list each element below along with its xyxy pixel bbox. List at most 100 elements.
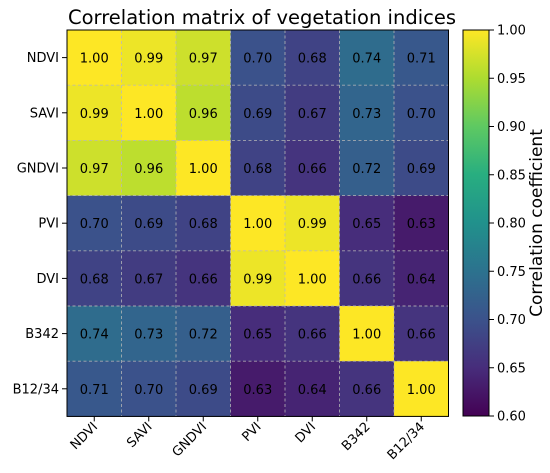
heatmap-cells: [67, 30, 449, 417]
heatmap-cell: [394, 30, 449, 86]
heatmap-cell: [176, 85, 231, 141]
heatmap-cell: [339, 250, 395, 307]
heatmap-cell: [285, 85, 340, 141]
x-tick-label: PVI: [239, 420, 264, 445]
x-tick-label: B12/34: [385, 420, 428, 463]
colorbar-tick-label: 0.75: [497, 265, 526, 280]
heatmap-cell: [67, 140, 122, 197]
y-tick-label: GNDVI: [17, 162, 59, 177]
cell-value-label: 0.71: [407, 52, 436, 67]
heatmap-cell: [230, 361, 286, 417]
heatmap-cell: [339, 30, 395, 86]
heatmap-cell: [230, 306, 286, 362]
cell-value-label: 0.70: [407, 107, 436, 122]
heatmap-cell: [176, 361, 231, 417]
heatmap-cell: [176, 30, 231, 86]
heatmap-cell: [230, 30, 286, 86]
x-tick-label: B342: [339, 420, 373, 454]
heatmap-cell: [67, 85, 122, 141]
heatmap-cell: [230, 140, 286, 197]
y-axis: NDVI SAVI GNDVI PVI DVI B342 B12/34: [13, 51, 67, 397]
cell-value-label: 0.66: [298, 328, 327, 343]
cell-value-label: 0.66: [189, 272, 218, 287]
cell-value-label: 0.70: [243, 52, 272, 67]
cell-value-label: 0.66: [298, 162, 327, 177]
colorbar-tick-label: 0.60: [497, 410, 526, 425]
cell-value-label: 0.65: [352, 217, 381, 232]
colorbar-tick-label: 0.65: [497, 361, 526, 376]
cell-value-label: 0.72: [189, 328, 218, 343]
heatmap-cell: [394, 306, 449, 362]
colorbar-tick-label: 0.90: [497, 120, 526, 135]
heatmap-cell-labels: 1.00 0.99 0.97 0.70 0.68 0.74 0.71 0.99 1.00 0.96…: [80, 52, 436, 398]
heatmap-cell: [121, 195, 177, 252]
colorbar-tick-label: 0.85: [497, 168, 526, 183]
heatmap-cell: [285, 140, 340, 197]
cell-value-label: 0.68: [189, 217, 218, 232]
cell-value-label: 1.00: [298, 272, 327, 287]
heatmap-cell: [230, 250, 286, 307]
cell-value-label: 0.68: [80, 272, 109, 287]
colorbar-ticks: 0.60 0.65 0.70 0.75 0.80 0.85 0.90 0.95 1.00: [489, 24, 526, 425]
heatmap-cell: [121, 85, 177, 141]
cell-value-label: 0.69: [134, 217, 163, 232]
y-tick-label: B342: [25, 327, 59, 342]
cell-value-label: 0.63: [243, 383, 272, 398]
y-tick-label: B12/34: [13, 382, 59, 397]
heatmap-cell: [339, 306, 395, 362]
cell-value-label: 1.00: [189, 162, 218, 177]
heatmap-cell: [121, 361, 177, 417]
cell-value-label: 0.63: [407, 217, 436, 232]
heatmap-cell: [339, 361, 395, 417]
cell-value-label: 0.69: [189, 383, 218, 398]
cell-value-label: 0.97: [80, 162, 109, 177]
cell-value-label: 0.73: [352, 107, 381, 122]
cell-value-label: 0.74: [352, 52, 381, 67]
y-tick-label: PVI: [38, 217, 59, 232]
cell-value-label: 0.65: [243, 328, 272, 343]
heatmap-gridlines: [67, 30, 449, 417]
cell-value-label: 1.00: [80, 52, 109, 67]
cell-value-label: 0.99: [243, 272, 272, 287]
heatmap-cell: [230, 195, 286, 252]
cell-value-label: 0.72: [352, 162, 381, 177]
cell-value-label: 0.73: [134, 328, 163, 343]
cell-value-label: 0.99: [80, 107, 109, 122]
cell-value-label: 0.71: [80, 383, 109, 398]
cell-value-label: 0.74: [80, 328, 109, 343]
heatmap-cell: [121, 30, 177, 86]
cell-value-label: 0.68: [243, 162, 272, 177]
cell-value-label: 0.67: [134, 272, 163, 287]
heatmap-cell: [121, 140, 177, 197]
heatmap-cell: [67, 250, 122, 307]
heatmap-cell: [285, 195, 340, 252]
heatmap-cell: [285, 306, 340, 362]
cell-value-label: 1.00: [134, 107, 163, 122]
x-tick-label: NDVI: [68, 420, 101, 453]
heatmap-cell: [285, 250, 340, 307]
y-tick-label: NDVI: [27, 51, 59, 66]
heatmap-cell: [339, 195, 395, 252]
colorbar-tick-label: 1.00: [497, 24, 526, 39]
cell-value-label: 0.99: [134, 52, 163, 67]
y-tick-label: DVI: [36, 272, 59, 287]
cell-value-label: 0.66: [352, 272, 381, 287]
cell-value-label: 0.68: [298, 52, 327, 67]
cell-value-label: 0.69: [243, 107, 272, 122]
cell-value-label: 0.96: [189, 107, 218, 122]
heatmap-cell: [67, 30, 122, 86]
x-tick-label: DVI: [293, 420, 320, 447]
colorbar: 0.60 0.65 0.70 0.75 0.80 0.85 0.90 0.95 1.00 Cor…: [462, 24, 547, 425]
cell-value-label: 0.99: [298, 217, 327, 232]
heatmap-cell: [339, 140, 395, 197]
cell-value-label: 1.00: [243, 217, 272, 232]
heatmap-cell: [230, 85, 286, 141]
cell-value-label: 0.64: [407, 272, 436, 287]
colorbar-tick-label: 0.95: [497, 72, 526, 87]
cell-value-label: 0.96: [134, 162, 163, 177]
heatmap-cell: [176, 306, 231, 362]
heatmap-cell: [67, 195, 122, 252]
chart-title: Correlation matrix of vegetation indices: [68, 6, 456, 29]
heatmap-cell: [394, 250, 449, 307]
